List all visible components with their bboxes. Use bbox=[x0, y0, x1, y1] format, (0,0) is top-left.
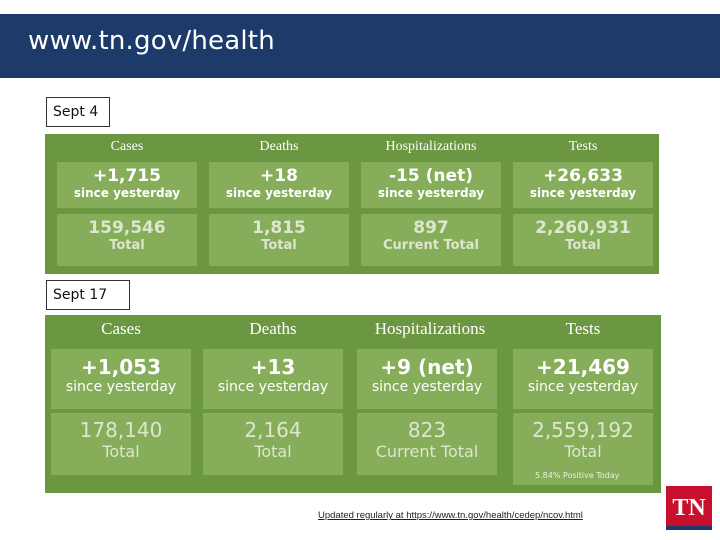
cases-change-tile: +1,715 since yesterday bbox=[57, 162, 197, 208]
tests-change-label: since yesterday bbox=[529, 186, 637, 200]
stats-panel-sept-17: Cases Deaths Hospitalizations Tests +1,0… bbox=[45, 315, 661, 493]
tests-total-value: 2,559,192 bbox=[532, 418, 634, 442]
col-heading-cases: Cases bbox=[110, 139, 144, 154]
deaths-total-label: Total bbox=[261, 238, 297, 253]
deaths-total-label: Total bbox=[254, 442, 292, 461]
hosp-change-label: since yesterday bbox=[377, 186, 485, 200]
cases-change-value: +1,053 bbox=[80, 355, 162, 379]
col-heading-tests: Tests bbox=[565, 319, 601, 338]
tests-total-tile: 2,559,192 Total bbox=[513, 413, 653, 485]
cases-total-label: Total bbox=[102, 442, 140, 461]
col-heading-tests: Tests bbox=[568, 139, 598, 154]
cases-total-label: Total bbox=[109, 238, 145, 253]
hosp-change-label: since yesterday bbox=[371, 379, 483, 395]
hosp-total-tile: 823 Current Total bbox=[357, 413, 497, 475]
cases-change-label: since yesterday bbox=[65, 379, 177, 395]
cases-total-value: 178,140 bbox=[79, 418, 163, 442]
cases-change-tile: +1,053 since yesterday bbox=[51, 349, 191, 409]
stats-panel-sept-4: Cases Deaths Hospitalizations Tests +1,7… bbox=[45, 134, 659, 274]
tests-total-value: 2,260,931 bbox=[535, 218, 631, 238]
col-heading-cases: Cases bbox=[101, 319, 141, 338]
deaths-total-tile: 2,164 Total bbox=[203, 413, 343, 475]
tests-change-tile: +26,633 since yesterday bbox=[513, 162, 653, 208]
tests-total-label: Total bbox=[565, 238, 601, 253]
tests-change-value: +26,633 bbox=[543, 166, 623, 186]
header-band bbox=[0, 14, 720, 78]
col-heading-deaths: Deaths bbox=[249, 319, 297, 338]
deaths-change-value: +13 bbox=[250, 355, 296, 379]
col-heading-hospitalizations: Hospitalizations bbox=[374, 319, 486, 338]
site-title: www.tn.gov/health bbox=[28, 26, 275, 56]
hosp-total-value: 823 bbox=[407, 418, 447, 442]
deaths-change-tile: +13 since yesterday bbox=[203, 349, 343, 409]
tests-total-tile: 2,260,931 Total bbox=[513, 214, 653, 266]
deaths-total-tile: 1,815 Total bbox=[209, 214, 349, 266]
hosp-total-label: Current Total bbox=[375, 442, 479, 461]
deaths-change-tile: +18 since yesterday bbox=[209, 162, 349, 208]
col-heading-deaths: Deaths bbox=[259, 139, 299, 154]
deaths-total-value: 1,815 bbox=[252, 218, 306, 238]
tests-change-tile: +21,469 since yesterday bbox=[513, 349, 653, 409]
cases-total-tile: 159,546 Total bbox=[57, 214, 197, 266]
col-heading-hospitalizations: Hospitalizations bbox=[385, 139, 477, 154]
hosp-change-value: -15 (net) bbox=[389, 166, 473, 186]
deaths-change-label: since yesterday bbox=[225, 186, 333, 200]
hosp-total-value: 897 bbox=[413, 218, 449, 238]
cases-total-tile: 178,140 Total bbox=[51, 413, 191, 475]
tests-change-label: since yesterday bbox=[527, 379, 639, 395]
hosp-change-value: +9 (net) bbox=[380, 355, 474, 379]
positivity-note: 5.84% Positive Today bbox=[535, 471, 620, 480]
deaths-change-value: +18 bbox=[260, 166, 298, 186]
tests-change-value: +21,469 bbox=[536, 355, 630, 379]
cases-total-value: 159,546 bbox=[88, 218, 166, 238]
cases-change-label: since yesterday bbox=[73, 186, 181, 200]
deaths-change-label: since yesterday bbox=[217, 379, 329, 395]
tests-total-label: Total bbox=[564, 442, 602, 461]
tn-logo: TN bbox=[666, 486, 712, 530]
hosp-total-label: Current Total bbox=[383, 238, 479, 253]
date-label-sept-4: Sept 4 bbox=[46, 97, 110, 127]
deaths-total-value: 2,164 bbox=[244, 418, 302, 442]
date-label-sept-17: Sept 17 bbox=[46, 280, 130, 310]
hosp-change-tile: -15 (net) since yesterday bbox=[361, 162, 501, 208]
source-link[interactable]: Updated regularly at https://www.tn.gov/… bbox=[318, 510, 583, 521]
hosp-total-tile: 897 Current Total bbox=[361, 214, 501, 266]
cases-change-value: +1,715 bbox=[92, 166, 162, 186]
hosp-change-tile: +9 (net) since yesterday bbox=[357, 349, 497, 409]
